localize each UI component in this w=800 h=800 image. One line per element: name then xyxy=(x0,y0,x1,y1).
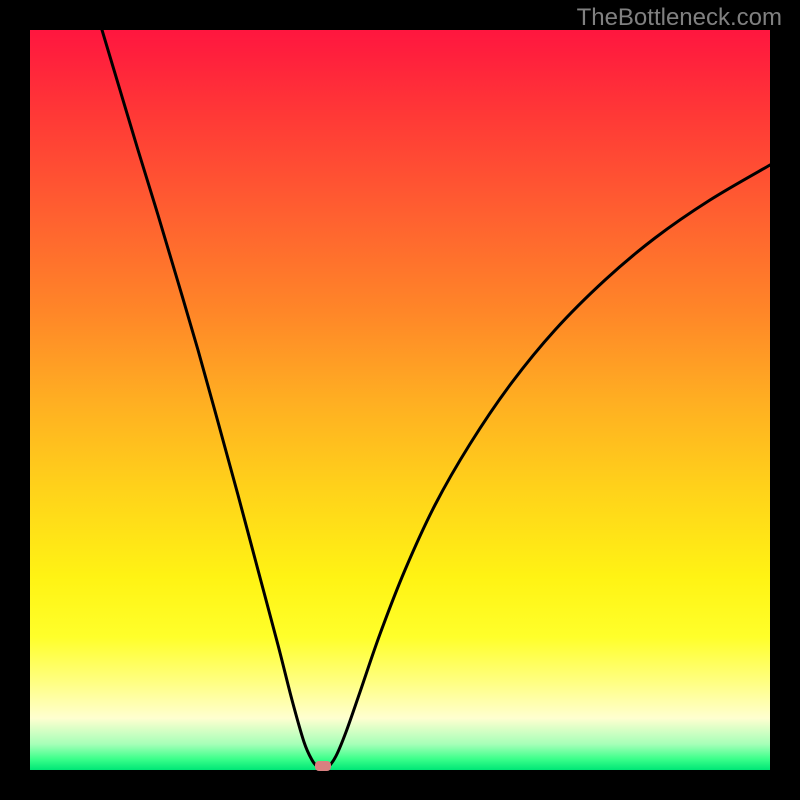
bottleneck-curve xyxy=(30,30,770,770)
watermark-text: TheBottleneck.com xyxy=(577,4,782,32)
minimum-marker xyxy=(315,761,331,771)
plot-area xyxy=(30,30,770,770)
chart-frame: TheBottleneck.com xyxy=(0,0,800,800)
